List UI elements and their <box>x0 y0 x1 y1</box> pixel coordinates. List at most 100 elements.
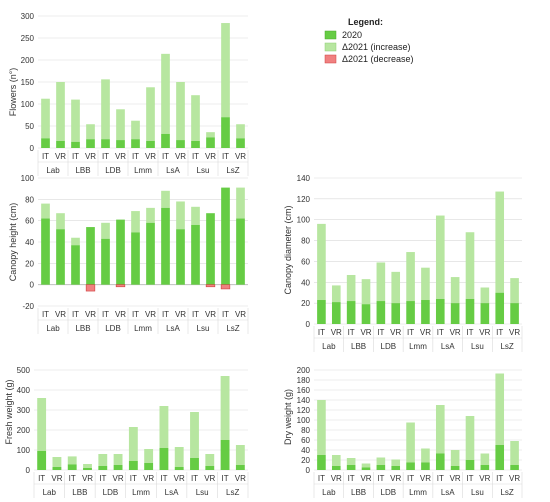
chart-canopy-diameter-bar-2020-5 <box>391 303 401 324</box>
chart-flowers-bar-increase-3 <box>86 124 95 140</box>
chart-canopy-diameter-group-label-4: LsA <box>441 342 455 351</box>
chart-canopy-height-bar-increase-7 <box>146 207 155 223</box>
legend-swatch-2020 <box>324 30 337 40</box>
chart-flowers-bar-increase-11 <box>206 132 215 138</box>
chart-canopy-height-xtick-12: IT <box>222 310 229 319</box>
chart-dry-weight-xtick-10: IT <box>466 474 473 483</box>
chart-canopy-height-bar-2020-6 <box>131 232 140 285</box>
chart-canopy-diameter-bar-2020-4 <box>376 301 386 324</box>
chart-canopy-height-ytick-2: 20 <box>25 259 34 268</box>
chart-canopy-diameter-bar-increase-3 <box>361 279 371 305</box>
chart-dry-weight-ytick-0: 0 <box>306 466 311 475</box>
chart-canopy-diameter-bar-2020-11 <box>480 303 490 324</box>
chart-canopy-diameter-bar-increase-5 <box>391 271 401 304</box>
chart-canopy-diameter-xtick-13: VR <box>509 328 520 337</box>
chart-fresh-weight-xtick-7: VR <box>143 474 154 483</box>
chart-canopy-diameter-xtick-5: VR <box>390 328 401 337</box>
chart-dry-weight-ytick-3: 60 <box>301 436 310 445</box>
chart-dry-weight-bar-increase-10 <box>465 416 475 460</box>
chart-canopy-height-bar-2020-7 <box>146 222 155 285</box>
chart-canopy-height-xtick-1: VR <box>55 310 66 319</box>
chart-canopy-diameter-xtick-7: VR <box>420 328 431 337</box>
chart-dry-weight-bar-2020-11 <box>480 465 490 470</box>
chart-canopy-height-group-label-0: Lab <box>46 324 60 333</box>
chart-dry-weight-group-label-1: LBB <box>351 488 366 497</box>
chart-canopy-height-group-label-2: LDB <box>105 324 121 333</box>
chart-dry-weight-bar-increase-6 <box>406 422 415 463</box>
chart-flowers-bar-increase-4 <box>101 79 110 140</box>
chart-dry-weight-ylabel: Dry weight (g) <box>283 389 293 445</box>
chart-canopy-height-labels: IT VR IT VR IT VR IT VR IT VR IT VR IT VR Lab LBB LDB Lmm… <box>37 308 249 334</box>
chart-dry-weight-ytick-4: 80 <box>301 426 310 435</box>
chart-fresh-weight-bar-2020-9 <box>174 467 184 470</box>
chart-canopy-height-bar-increase-1 <box>56 213 65 230</box>
chart-dry-weight-xtick-5: VR <box>390 474 401 483</box>
chart-canopy-height-xtick-11: VR <box>205 310 216 319</box>
chart-dry-weight-bar-2020-6 <box>406 462 415 470</box>
chart-canopy-height-ytick-6: 100 <box>21 174 35 183</box>
chart-fresh-weight-bar-increase-9 <box>174 447 184 467</box>
chart-canopy-height-bar-2020-13 <box>236 218 245 285</box>
chart-dry-weight-bar-increase-5 <box>391 459 401 466</box>
chart-canopy-height-bar-2020-8 <box>161 207 170 285</box>
chart-fresh-weight: 0 100 200 300 400 500 IT VR IT VR IT VR IT VR IT VR IT V… <box>4 366 249 498</box>
chart-canopy-height-xtick-2: IT <box>72 310 79 319</box>
chart-canopy-diameter-bar-increase-13 <box>510 278 519 304</box>
chart-dry-weight-bar-2020-9 <box>450 466 460 470</box>
chart-dry-weight-xtick-3: VR <box>360 474 371 483</box>
chart-canopy-diameter-bar-2020-10 <box>465 298 475 324</box>
chart-canopy-height-group-label-6: LsZ <box>226 324 239 333</box>
chart-flowers-xtick-2: IT <box>72 152 79 161</box>
chart-flowers-group-label-2: LDB <box>105 166 121 175</box>
chart-flowers-bar-increase-8 <box>161 53 170 134</box>
chart-fresh-weight-bar-2020-3 <box>83 468 92 470</box>
chart-fresh-weight-group-label-3: Lmm <box>132 488 150 497</box>
chart-canopy-diameter-group-label-5: Lsu <box>471 342 484 351</box>
chart-canopy-diameter-bar-increase-7 <box>421 267 430 301</box>
chart-dry-weight-bar-increase-12 <box>495 373 505 445</box>
chart-canopy-height-ytick-1: 0 <box>30 281 35 290</box>
chart-canopy-diameter-xtick-10: IT <box>466 328 473 337</box>
chart-canopy-height-ytick-0: -20 <box>22 302 34 311</box>
chart-dry-weight-bar-increase-13 <box>510 441 519 465</box>
chart-canopy-height-ytick-3: 40 <box>25 238 34 247</box>
chart-flowers-bar-increase-2 <box>71 99 80 142</box>
chart-dry-weight-bar-2020-0 <box>317 455 326 470</box>
chart-fresh-weight-xtick-2: IT <box>69 474 76 483</box>
chart-dry-weight-bar-increase-4 <box>376 457 386 465</box>
chart-fresh-weight-bar-increase-0 <box>37 398 47 451</box>
chart-fresh-weight-bar-increase-13 <box>235 445 245 465</box>
chart-flowers-bar-2020-8 <box>161 133 170 148</box>
chart-fresh-weight-ytick-5: 500 <box>17 366 31 375</box>
chart-canopy-diameter-bar-increase-6 <box>406 252 415 302</box>
chart-dry-weight-bar-increase-0 <box>317 400 326 455</box>
chart-fresh-weight-bar-2020-4 <box>98 466 108 470</box>
chart-flowers-xtick-9: VR <box>175 152 186 161</box>
chart-flowers-bar-increase-7 <box>146 87 155 141</box>
chart-fresh-weight-ytick-1: 100 <box>17 446 31 455</box>
chart-fresh-weight-xtick-10: IT <box>191 474 198 483</box>
chart-canopy-diameter-bar-2020-13 <box>510 303 519 324</box>
chart-canopy-diameter-bar-2020-6 <box>406 301 415 324</box>
chart-dry-weight-bar-2020-13 <box>510 465 519 470</box>
chart-canopy-height-bar-decrease-11 <box>205 284 216 288</box>
chart-canopy-diameter-ytick-2: 40 <box>301 278 310 287</box>
chart-flowers-xtick-8: IT <box>162 152 169 161</box>
chart-dry-weight-group-label-5: Lsu <box>471 488 484 497</box>
chart-flowers-group-label-1: LBB <box>75 166 90 175</box>
chart-fresh-weight-group-label-2: LDB <box>103 488 119 497</box>
chart-dry-weight-bars <box>317 373 519 470</box>
chart-dry-weight-bar-increase-11 <box>480 453 490 465</box>
chart-canopy-height-bar-2020-3 <box>86 227 95 285</box>
chart-canopy-diameter-group-label-0: Lab <box>322 342 336 351</box>
legend-swatch-increase <box>324 42 337 52</box>
chart-canopy-diameter-group-label-6: LsZ <box>500 342 513 351</box>
chart-dry-weight-bar-increase-3 <box>361 463 371 468</box>
chart-canopy-height-bar-increase-13 <box>236 187 245 219</box>
chart-dry-weight-xtick-8: IT <box>437 474 444 483</box>
chart-dry-weight-ytick-10: 200 <box>297 366 311 375</box>
chart-fresh-weight-bar-2020-0 <box>37 451 47 470</box>
chart-dry-weight-ytick-1: 20 <box>301 456 310 465</box>
chart-flowers-bar-2020-7 <box>146 140 155 148</box>
legend-label-2020: 2020 <box>342 30 362 40</box>
